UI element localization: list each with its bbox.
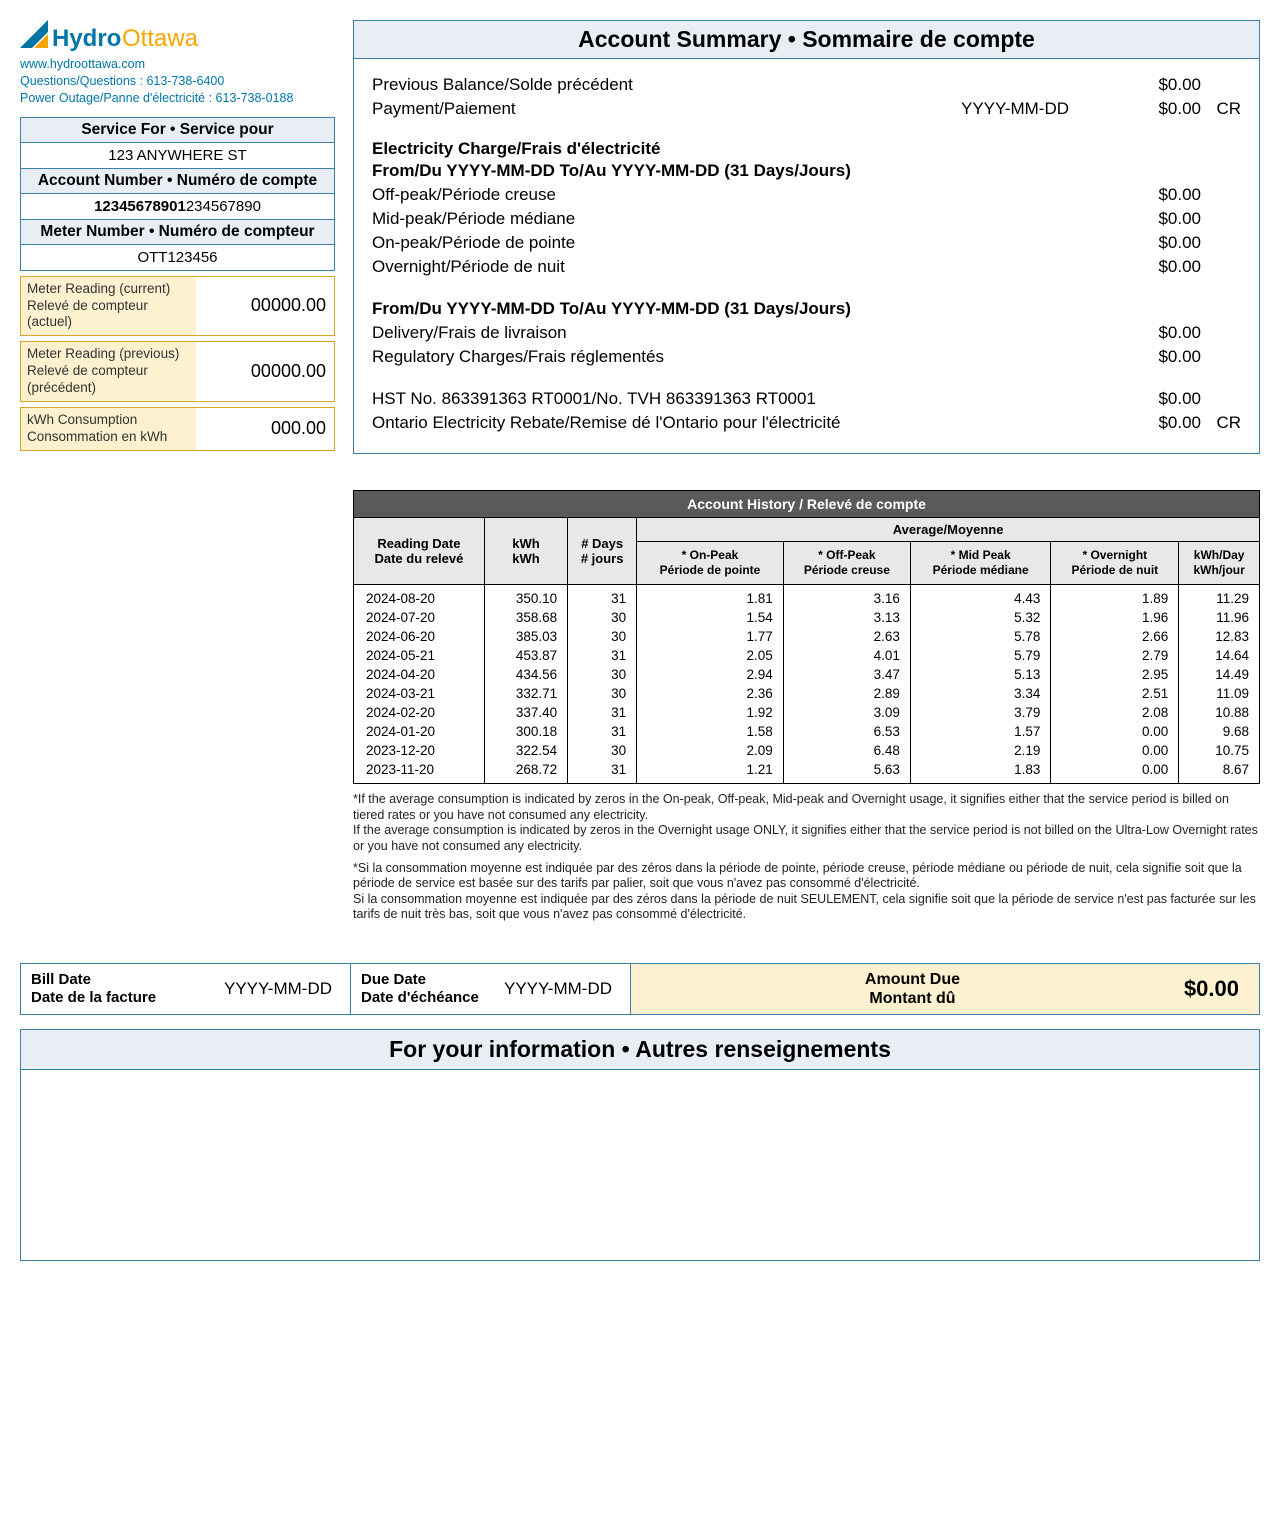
midpeak-amount: $0.00 <box>1131 209 1201 229</box>
logo-block: Hydro Ottawa www.hydroottawa.com Questio… <box>20 20 335 107</box>
col-perday: kWh/Day kWh/jour <box>1179 542 1260 585</box>
hst-amount: $0.00 <box>1131 389 1201 409</box>
table-row: 2024-05-21453.87312.054.015.792.7914.64 <box>354 646 1260 665</box>
table-row: 2024-03-21332.71302.362.893.342.5111.09 <box>354 684 1260 703</box>
meter-reading-previous: Meter Reading (previous) Relevé de compt… <box>20 341 335 402</box>
service-info-box: Service For • Service pour 123 ANYWHERE … <box>20 117 335 271</box>
col-offpeak: * Off-Peak Période creuse <box>783 542 910 585</box>
meter-current-value: 00000.00 <box>196 277 334 336</box>
account-history-section: Account History / Relevé de compte Readi… <box>353 490 1260 784</box>
website-link[interactable]: www.hydroottawa.com <box>20 56 335 73</box>
fyi-box: For your information • Autres renseignem… <box>20 1029 1260 1261</box>
offpeak-label: Off-peak/Période creuse <box>372 185 961 205</box>
meter-reading-current: Meter Reading (current) Relevé de compte… <box>20 276 335 337</box>
table-row: 2023-11-20268.72311.215.631.830.008.67 <box>354 760 1260 784</box>
regulatory-amount: $0.00 <box>1131 347 1201 367</box>
col-reading-date: Reading Date Date du relevé <box>354 518 485 585</box>
table-row: 2024-06-20385.03301.772.635.782.6612.83 <box>354 627 1260 646</box>
bill-info-bar: Bill Date Date de la facture YYYY-MM-DD … <box>20 963 1260 1015</box>
onpeak-amount: $0.00 <box>1131 233 1201 253</box>
col-midpeak: * Mid Peak Période médiane <box>910 542 1050 585</box>
col-kwh: kWh kWh <box>484 518 567 585</box>
onpeak-label: On-peak/Période de pointe <box>372 233 961 253</box>
svg-text:Ottawa: Ottawa <box>122 25 199 52</box>
delivery-amount: $0.00 <box>1131 323 1201 343</box>
account-summary-box: Account Summary • Sommaire de compte Pre… <box>353 20 1260 454</box>
period1: From/Du YYYY-MM-DD To/Au YYYY-MM-DD (31 … <box>372 161 1241 181</box>
consumption-value: 000.00 <box>196 408 334 450</box>
payment-label: Payment/Paiement <box>372 99 961 119</box>
bill-date-value: YYYY-MM-DD <box>186 979 340 999</box>
avg-header: Average/Moyenne <box>637 518 1260 542</box>
due-date-value: YYYY-MM-DD <box>499 979 620 999</box>
account-history-table: Account History / Relevé de compte Readi… <box>353 490 1260 784</box>
service-for-header: Service For • Service pour <box>21 118 334 143</box>
offpeak-amount: $0.00 <box>1131 185 1201 205</box>
rebate-amount: $0.00 <box>1131 413 1201 433</box>
account-number-header: Account Number • Numéro de compte <box>21 168 334 194</box>
overnight-label: Overnight/Période de nuit <box>372 257 961 277</box>
payment-amount: $0.00 <box>1131 99 1201 119</box>
table-row: 2024-08-20350.10311.813.164.431.8911.29 <box>354 585 1260 609</box>
meter-number: OTT123456 <box>21 245 334 270</box>
fyi-title: For your information • Autres renseignem… <box>21 1030 1259 1070</box>
prev-balance-amount: $0.00 <box>1131 75 1201 95</box>
delivery-label: Delivery/Frais de livraison <box>372 323 961 343</box>
col-onpeak: * On-Peak Période de pointe <box>637 542 784 585</box>
history-title: Account History / Relevé de compte <box>354 491 1260 518</box>
svg-text:Hydro: Hydro <box>52 25 121 52</box>
col-overnight: * Overnight Période de nuit <box>1051 542 1179 585</box>
regulatory-label: Regulatory Charges/Frais réglementés <box>372 347 961 367</box>
account-summary-title: Account Summary • Sommaire de compte <box>354 21 1259 59</box>
payment-cr: CR <box>1201 99 1241 119</box>
amount-due-value: $0.00 <box>1184 976 1249 1002</box>
service-address: 123 ANYWHERE ST <box>21 143 334 168</box>
consumption-label: kWh Consumption Consommation en kWh <box>21 408 196 450</box>
table-row: 2024-04-20434.56302.943.475.132.9514.49 <box>354 665 1260 684</box>
table-row: 2024-02-20337.40311.923.093.792.0810.88 <box>354 703 1260 722</box>
overnight-amount: $0.00 <box>1131 257 1201 277</box>
period2: From/Du YYYY-MM-DD To/Au YYYY-MM-DD (31 … <box>372 299 1241 319</box>
meter-current-label: Meter Reading (current) Relevé de compte… <box>21 277 196 336</box>
midpeak-label: Mid-peak/Période médiane <box>372 209 961 229</box>
history-footnote: *If the average consumption is indicated… <box>353 792 1260 923</box>
due-date-label: Due Date Date d'échéance <box>361 971 479 1007</box>
payment-date: YYYY-MM-DD <box>961 99 1131 119</box>
hst-label: HST No. 863391363 RT0001/No. TVH 8633913… <box>372 389 961 409</box>
questions-phone: Questions/Questions : 613-738-6400 <box>20 73 335 90</box>
meter-number-header: Meter Number • Numéro de compteur <box>21 219 334 245</box>
hydro-ottawa-logo: Hydro Ottawa <box>20 20 230 54</box>
table-row: 2024-01-20300.18311.586.531.570.009.68 <box>354 722 1260 741</box>
prev-balance-label: Previous Balance/Solde précédent <box>372 75 961 95</box>
account-number: 12345678901234567890 <box>21 194 334 219</box>
kwh-consumption: kWh Consumption Consommation en kWh 000.… <box>20 407 335 451</box>
rebate-label: Ontario Electricity Rebate/Remise dé l'O… <box>372 413 961 433</box>
table-row: 2024-07-20358.68301.543.135.321.9611.96 <box>354 608 1260 627</box>
rebate-cr: CR <box>1201 413 1241 433</box>
amount-due-label: Amount Due Montant dû <box>641 970 1184 1008</box>
fyi-body <box>21 1070 1259 1260</box>
outage-phone: Power Outage/Panne d'électricité : 613-7… <box>20 90 335 107</box>
meter-previous-label: Meter Reading (previous) Relevé de compt… <box>21 342 196 401</box>
col-days: # Days # jours <box>568 518 637 585</box>
electricity-charge-header: Electricity Charge/Frais d'électricité <box>372 139 1241 159</box>
meter-previous-value: 00000.00 <box>196 342 334 401</box>
table-row: 2023-12-20322.54302.096.482.190.0010.75 <box>354 741 1260 760</box>
bill-date-label: Bill Date Date de la facture <box>31 971 156 1007</box>
